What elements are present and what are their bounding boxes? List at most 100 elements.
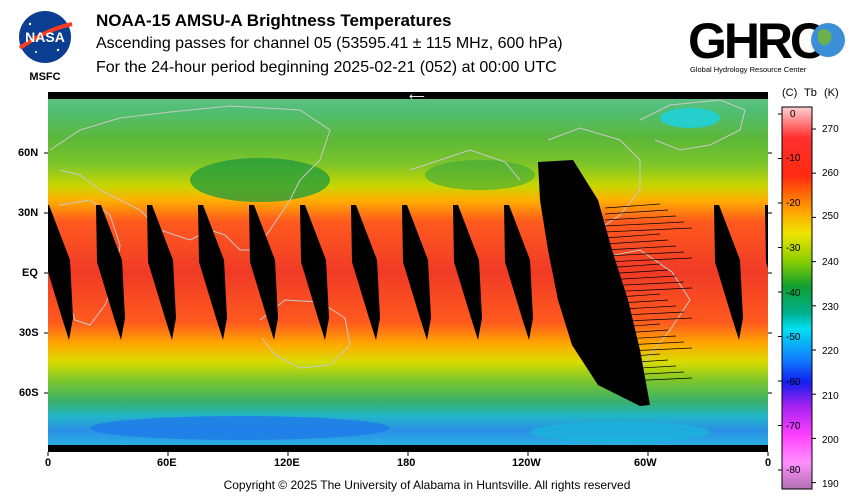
title-block: NOAA-15 AMSU-A Brightness Temperatures A… (96, 10, 563, 80)
lon-label-0-west: 0 (45, 457, 52, 469)
scan-line-16 (604, 299, 669, 305)
ghrc-logo: GHRC Global Hydrology Resource Center (688, 10, 848, 76)
lat-label-eq: EQ (22, 267, 38, 279)
scan-line-29 (604, 377, 693, 383)
colorbar-label-k-0: 270 (822, 124, 839, 135)
colorbar-label-c-7: -70 (786, 421, 801, 432)
colorbar-label-k-4: 230 (822, 302, 839, 313)
colorbar-label-c-6: -60 (786, 377, 801, 388)
orbit-gap-3 (198, 205, 227, 340)
scan-line-23 (604, 341, 685, 347)
lat-label-60n: 60N (18, 147, 39, 159)
colorbar-label-c-4: -40 (786, 288, 801, 299)
lon-label-60e: 60E (157, 457, 177, 469)
colorbar-header-celsius: (C) (782, 87, 798, 99)
scan-line-13 (604, 281, 685, 287)
scan-line-26 (604, 359, 669, 365)
scan-line-20 (604, 323, 661, 329)
colorbar-label-c-2: -20 (786, 198, 801, 209)
colorbar-label-c-8: -80 (786, 465, 801, 476)
orbit-gap-11 (765, 205, 768, 269)
missing-data-region (538, 160, 650, 406)
scan-line-22 (604, 335, 677, 341)
top-frame-band (48, 92, 768, 99)
scan-line-18 (604, 311, 685, 317)
greenland-cold-region (660, 108, 720, 128)
orbit-gaps (48, 205, 768, 340)
copyright-notice: Copyright © 2025 The University of Alaba… (223, 478, 631, 492)
colorbar-label-c-0: 0 (790, 109, 796, 120)
scan-line-10 (604, 263, 661, 269)
page-subtitle: Ascending passes for channel 05 (53595.4… (96, 35, 563, 52)
pacific-cold-region (425, 160, 535, 190)
lat-label-30s: 30S (19, 327, 39, 339)
antarctic-cold-region (90, 416, 390, 440)
scan-line-7 (604, 245, 677, 251)
scan-line-4 (604, 227, 693, 233)
colorbar-label-k-5: 220 (822, 346, 839, 357)
orbit-gap-0 (48, 205, 73, 340)
bottom-frame-band (48, 445, 768, 452)
scan-line-27 (604, 365, 677, 371)
lon-label-180: 180 (397, 457, 416, 469)
scan-line-19 (604, 317, 693, 323)
scan-line-25 (604, 353, 661, 359)
period-text: For the 24-hour period beginning 2025-02… (96, 59, 557, 76)
scan-line-0 (604, 203, 661, 209)
scan-line-15 (604, 293, 661, 299)
axis-ticks (44, 152, 772, 456)
dateline-arrow-icon: ⟵ (409, 90, 425, 103)
scan-line-28 (604, 371, 685, 377)
scan-line-6 (604, 239, 669, 245)
lon-label-120e: 120E (274, 457, 300, 469)
scan-line-14 (604, 287, 693, 293)
colorbar-label-k-2: 250 (822, 211, 839, 222)
msfc-label: MSFC (29, 71, 60, 82)
colorbar-label-k-7: 200 (822, 435, 839, 446)
lon-label-60w: 60W (634, 457, 657, 469)
scan-line-8 (604, 251, 685, 257)
colorbar-label-c-5: -50 (786, 332, 801, 343)
lon-label-120w: 120W (512, 457, 541, 469)
ghrc-logo-subtitle: Global Hydrology Resource Center (690, 65, 807, 74)
scan-line-3 (604, 221, 685, 227)
colorbar-label-k-8: 190 (822, 479, 839, 490)
colorbar-label-k-3: 240 (822, 257, 839, 268)
scan-line-artifacts (604, 203, 693, 383)
lat-label-30n: 30N (18, 207, 39, 219)
ghrc-logo-text: GHRC (688, 13, 826, 69)
colorbar (781, 106, 813, 490)
orbit-gap-4 (249, 205, 278, 340)
orbit-gap-5 (300, 205, 329, 340)
lat-label-60s: 60S (19, 387, 39, 399)
colorbar-label-k-1: 260 (822, 168, 839, 179)
colorbar-ticks (778, 113, 816, 484)
colorbar-label-c-3: -30 (786, 243, 801, 254)
orbit-gap-9 (504, 205, 533, 340)
scan-line-12 (604, 275, 677, 281)
siberia-cold-region (190, 158, 330, 202)
antarctic-cold-region-west (530, 422, 710, 442)
orbit-gap-8 (453, 205, 482, 340)
scan-line-2 (604, 215, 677, 221)
orbit-gap-1 (96, 205, 125, 340)
nasa-logo-text: NASA (25, 29, 65, 45)
colorbar-header-kelvin: (K) (824, 87, 839, 99)
colorbar-header-tb: Tb (804, 87, 817, 99)
orbit-gap-2 (147, 205, 176, 340)
nasa-msfc-logo: NASA MSFC (14, 10, 76, 83)
scan-line-17 (604, 305, 677, 311)
scan-line-1 (604, 209, 669, 215)
scan-line-5 (604, 233, 661, 239)
colorbar-label-c-1: -10 (786, 153, 801, 164)
colorbar-label-k-6: 210 (822, 391, 839, 402)
lon-label-0-east: 0 (765, 457, 772, 469)
page-title: NOAA-15 AMSU-A Brightness Temperatures (96, 11, 452, 30)
scan-line-21 (604, 329, 669, 335)
orbit-gap-7 (402, 205, 431, 340)
scan-line-11 (604, 269, 669, 275)
scan-line-24 (604, 347, 693, 353)
orbit-gap-10 (714, 205, 743, 340)
orbit-gap-6 (351, 205, 380, 340)
